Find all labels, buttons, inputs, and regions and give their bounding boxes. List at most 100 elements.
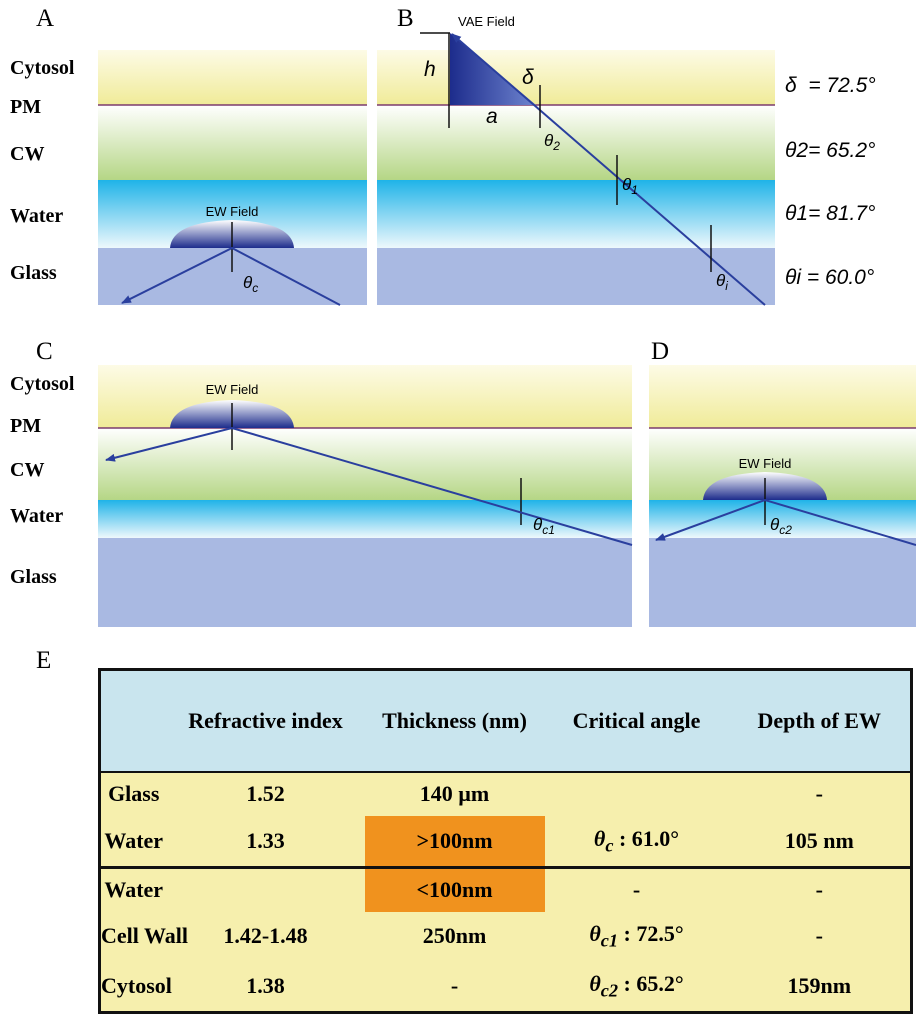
layer-cell: Cytosol [99,960,172,1013]
subscript: c [252,281,258,295]
layer-label: Cytosol [10,373,75,395]
field-label: VAE Field [458,14,515,29]
cell [544,772,729,816]
cell: 1.38 [166,960,365,1013]
panel-a: A Cytosol PM CW Water Glass EW Field θc [10,5,367,306]
subscript: 1 [631,183,638,197]
layer [98,105,367,180]
cell: >100nm [364,815,545,868]
symbol: θ [770,515,780,534]
row: Water <100nm - - [99,867,912,912]
symbol: θ [243,273,253,292]
properties-table: Refractive index Thickness (nm) Critical a… [98,668,913,1014]
cell: θc2 : 65.2° [544,960,729,1013]
subscript: c1 [600,930,619,951]
ray [451,33,766,306]
row: Cell Wall 1.42-1.48 250nm θc1 : 72.5° - [99,911,912,961]
value: : 65.2° [618,970,684,996]
cell [166,867,365,912]
angle-value: δ = 72.5° [785,74,876,97]
layer [98,428,632,500]
layer-cell: Water [99,867,167,912]
value: : 72.5° [618,921,684,947]
symbol: θ [589,921,601,947]
layer-label: Glass [10,262,57,284]
header-cell: Critical angle [544,669,729,772]
field-label: EW Field [739,456,792,471]
angle-label: θc1 [533,515,555,537]
subscript: 2 [552,139,560,153]
cell: - [728,772,912,816]
layer-label: CW [10,459,44,481]
layer [98,538,632,627]
cell: 159nm [728,960,912,1013]
layer-cell: Water [99,815,167,868]
figure: A Cytosol PM CW Water Glass EW Field θc … [10,5,916,668]
layer-label: CW [10,143,44,165]
cell: 140 µm [364,772,545,816]
background [377,30,775,50]
subscript: i [725,279,728,293]
layer [377,50,775,105]
panel-c: C Cytosol PM CW Water Glass EW Field θc1 [10,338,633,627]
angle-label: θ2 [544,131,560,153]
field-label: EW Field [206,382,259,397]
header-cell: Thickness (nm) [364,669,545,772]
subscript: c1 [542,523,555,537]
cell: 250nm [364,911,545,961]
layer [649,365,916,428]
angle-value: θ2= 65.2° [785,139,875,162]
symbol: θ [544,131,554,150]
subscript: c2 [600,980,619,1001]
cell: - [728,911,912,961]
cell: - [544,867,729,912]
symbol: θ [622,175,632,194]
layer-label: Glass [10,566,57,588]
layer-label: Cytosol [10,57,75,79]
subscript: c [605,834,614,855]
row: Glass 1.52 140 µm - [99,772,912,816]
layer-label: Water [10,205,63,227]
panel-label: B [397,5,414,32]
layer-label: PM [10,96,41,118]
cell: - [728,867,912,912]
angle-value: θ1= 81.7° [785,202,875,225]
field-label: EW Field [206,204,259,219]
angle-label: θ1 [622,175,638,197]
panel-d: D EW Field θc2 [649,338,916,627]
angle-value: θi = 60.0° [785,266,874,289]
symbol: θ [533,515,543,534]
panel-b: B VAE Field h a δ θ2 θ1 θi δ = 72.5° θ2=… [377,5,876,306]
height-label: h [424,58,436,81]
base-label: a [486,105,498,128]
layer-cell: Cell Wall [99,911,188,961]
cell: 105 nm [728,815,912,868]
header-cell: Depth of EW [728,669,912,772]
angle-label: θc [243,273,258,295]
subscript: c2 [779,523,792,537]
cell: <100nm [364,867,545,912]
layer-cell: Glass [99,772,167,816]
cell: 1.42-1.48 [166,911,365,961]
symbol: θ [589,970,601,996]
symbol: θ [593,825,606,851]
layer-label: Water [10,505,63,527]
cell: 1.52 [166,772,365,816]
header-row: Refractive index Thickness (nm) Critical a… [99,669,912,772]
panel-label: C [36,338,53,365]
corner [99,669,167,772]
panel-label: A [36,5,54,32]
panel-label: D [651,338,669,365]
value: : 61.0° [613,825,680,851]
cell: 1.33 [166,815,365,868]
panel-label: E [36,647,51,668]
angle-label: θc2 [770,515,792,537]
ray [121,246,341,306]
layer [377,180,775,248]
ray [105,426,633,546]
header-cell: Refractive index [166,669,365,772]
row: Water 1.33 >100nm θc : 61.0° 105 nm [99,815,912,868]
layer [649,538,916,627]
row: Cytosol 1.38- θc2 : 65.2° 159nm [99,960,912,1013]
